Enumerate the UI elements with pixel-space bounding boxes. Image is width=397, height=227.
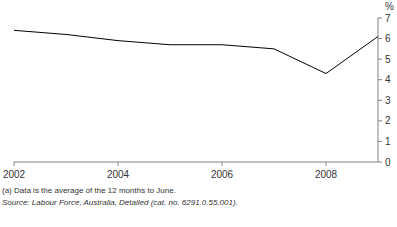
x-tick-label: 2006 bbox=[211, 169, 234, 180]
y-tick bbox=[378, 100, 382, 101]
x-tick-label: 2004 bbox=[107, 169, 130, 180]
x-tick-label: 2002 bbox=[3, 169, 26, 180]
x-axis bbox=[14, 162, 378, 163]
y-tick-label: 0 bbox=[385, 157, 391, 168]
x-tick bbox=[14, 162, 15, 166]
y-tick bbox=[378, 162, 382, 163]
y-tick bbox=[378, 141, 382, 142]
x-tick bbox=[326, 162, 327, 166]
y-tick bbox=[378, 18, 382, 19]
y-tick-label: 7 bbox=[385, 13, 391, 24]
y-tick bbox=[378, 38, 382, 39]
plot-area bbox=[14, 30, 378, 73]
y-tick bbox=[378, 120, 382, 121]
y-tick-label: 6 bbox=[385, 33, 391, 44]
y-tick bbox=[378, 59, 382, 60]
annotation: Source: Labour Force, Australia, Detaile… bbox=[2, 198, 238, 207]
line-series bbox=[14, 30, 378, 73]
y-axis-label: % bbox=[385, 1, 394, 12]
x-tick bbox=[118, 162, 119, 166]
x-tick bbox=[222, 162, 223, 166]
annotation: (a) Data is the average of the 12 months… bbox=[2, 186, 176, 195]
y-tick-label: 5 bbox=[385, 54, 391, 65]
chart: 0 1 2 3 4 5 6 7% 2002 2004 2006 2008 (a) Data is the… bbox=[0, 0, 397, 227]
y-axis bbox=[378, 18, 379, 162]
y-tick bbox=[378, 79, 382, 80]
y-tick-label: 2 bbox=[385, 115, 391, 126]
x-tick-label: 2008 bbox=[315, 169, 338, 180]
y-tick-label: 3 bbox=[385, 95, 391, 106]
y-tick-label: 1 bbox=[385, 136, 391, 147]
y-tick-label: 4 bbox=[385, 74, 391, 85]
